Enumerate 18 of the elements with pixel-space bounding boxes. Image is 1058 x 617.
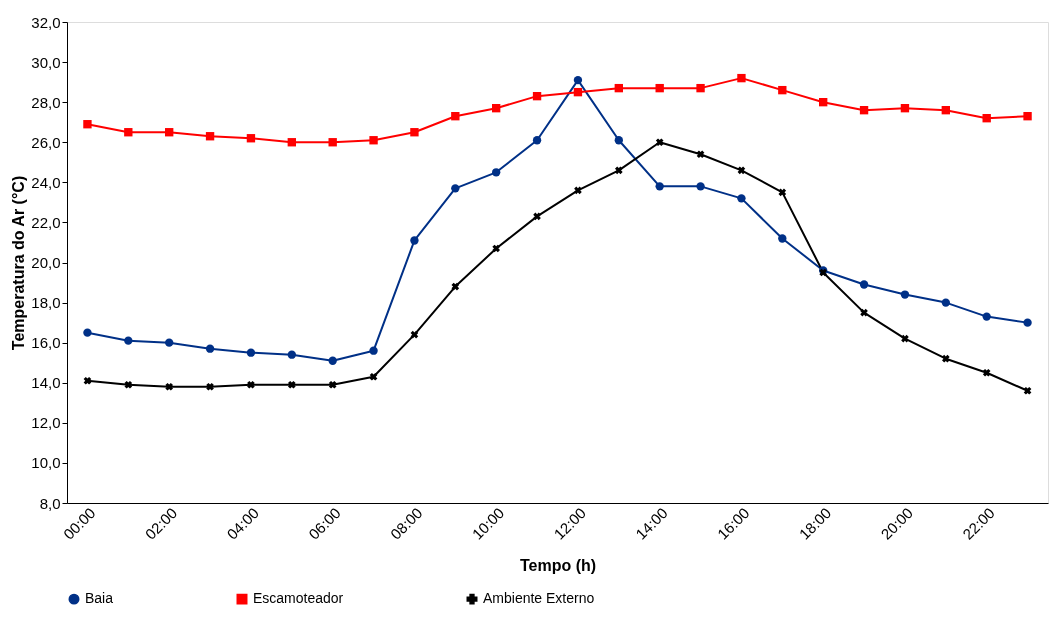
y-tick-label: 30,0 [31, 53, 61, 71]
y-tick-label: 22,0 [31, 213, 61, 231]
y-tick-label: 24,0 [31, 173, 61, 191]
y-tick-label: 10,0 [31, 454, 61, 472]
y-tick-label: 8,0 [39, 494, 61, 512]
y-tick-label: 14,0 [31, 374, 61, 392]
y-tick-label: 26,0 [31, 133, 61, 151]
legend-label: Escamoteador [253, 590, 344, 607]
y-tick-label: 12,0 [31, 414, 61, 432]
legend-label: Ambiente Externo [483, 590, 595, 607]
y-tick-label: 16,0 [31, 334, 61, 352]
y-tick-label: 20,0 [31, 254, 61, 271]
y-axis-title: Temperatura do Ar (°C) [10, 175, 28, 351]
x-axis-title: Tempo (h) [519, 556, 597, 574]
y-tick-label: 28,0 [31, 93, 61, 111]
y-tick-label: 32,0 [31, 13, 61, 31]
y-tick-label: 18,0 [31, 294, 61, 312]
legend-label: Baia [85, 590, 114, 607]
